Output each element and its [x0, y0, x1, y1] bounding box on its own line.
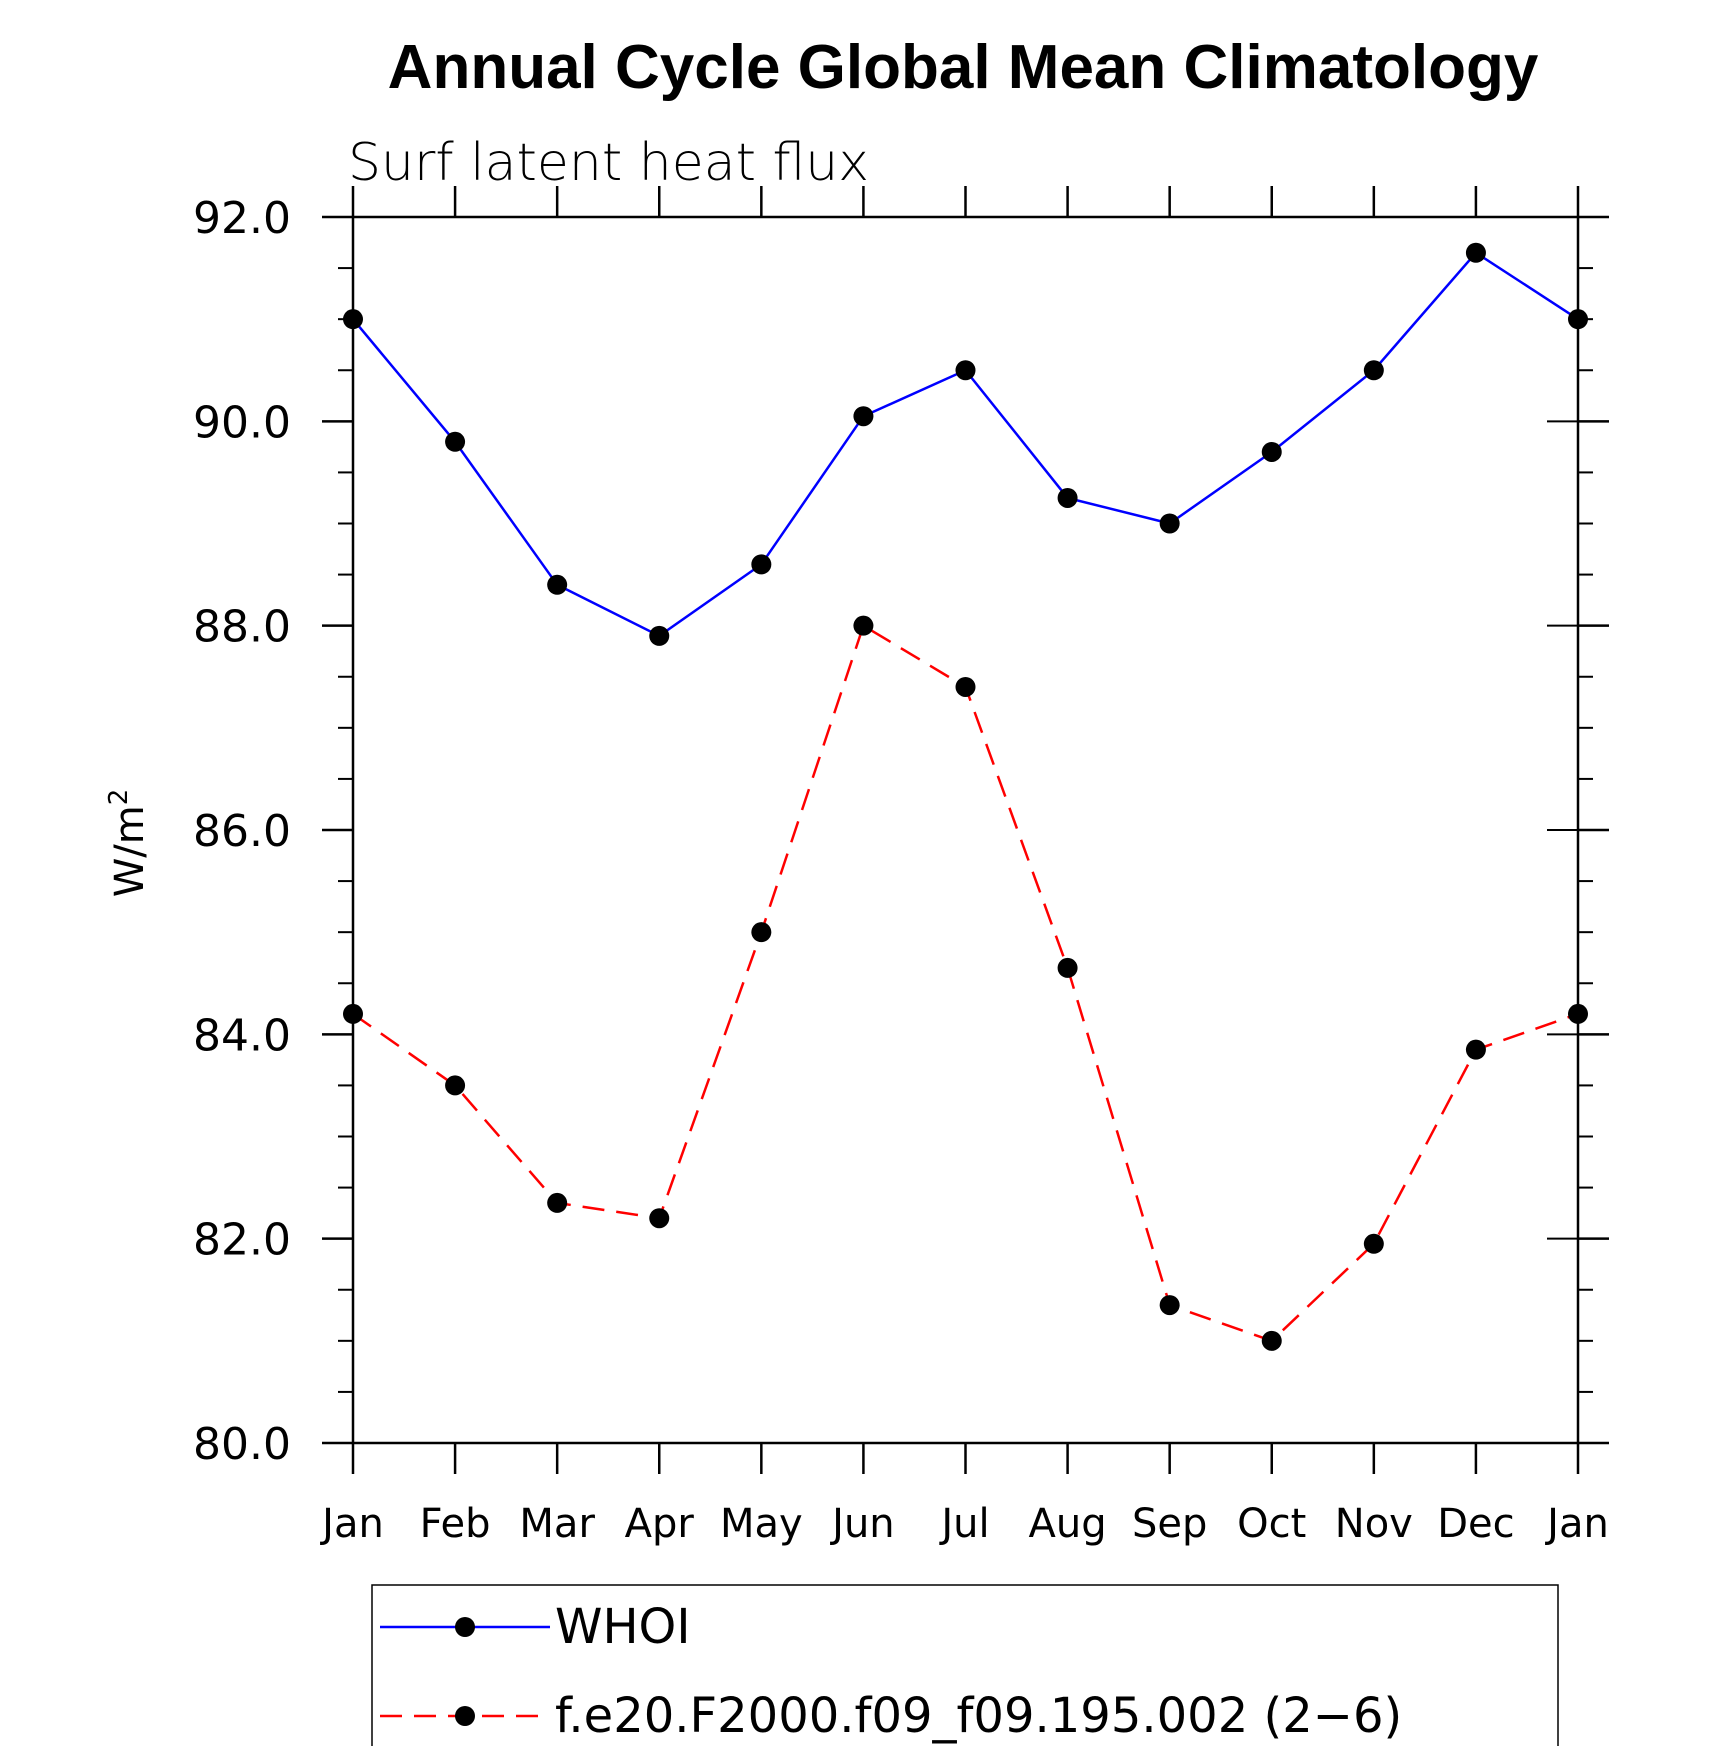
- x-tick-label: Sep: [1132, 1501, 1207, 1547]
- axes: Jan Feb Mar Apr May Jun Jul Aug Sep Oct Nov Dec Jan 8…: [104, 186, 1609, 1547]
- data-point: [1057, 957, 1078, 978]
- legend-label-1: WHOI: [555, 1599, 691, 1655]
- y-axis-label: W/m2: [104, 789, 153, 898]
- data-point: [853, 615, 874, 636]
- data-point: [343, 309, 363, 330]
- x-tick-label: Oct: [1237, 1501, 1306, 1547]
- x-tick-label: Feb: [420, 1501, 491, 1547]
- data-point: [343, 1003, 363, 1024]
- y-tick-label: 90.0: [193, 397, 291, 448]
- x-tick-label: Apr: [625, 1501, 695, 1547]
- data-point: [955, 676, 976, 697]
- data-point: [547, 1192, 568, 1213]
- x-tick-label: Jan: [319, 1501, 384, 1547]
- data-point: [1465, 242, 1486, 263]
- plot-series: [343, 242, 1588, 1351]
- data-point: [1261, 441, 1282, 462]
- series-line-2: [352, 623, 1579, 1343]
- data-point: [1568, 1003, 1588, 1024]
- legend-marker-1: [455, 1617, 475, 1637]
- data-point: [751, 554, 772, 575]
- x-tick-label: May: [720, 1501, 803, 1547]
- x-tick-label: Mar: [519, 1501, 595, 1547]
- data-point: [1159, 513, 1180, 534]
- x-tick-label: Nov: [1335, 1501, 1413, 1547]
- plot-frame: [351, 215, 1580, 1445]
- data-point: [853, 406, 874, 427]
- x-tick-label: Jun: [829, 1501, 895, 1547]
- x-tick-label: Aug: [1029, 1501, 1107, 1547]
- series-line-1: [352, 251, 1579, 638]
- legend-label-2: f.e20.F2000.f09_f09.195.002 (2−6): [555, 1688, 1402, 1744]
- y-tick-label: 86.0: [193, 806, 291, 857]
- x-tick-label: Jan: [1544, 1501, 1609, 1547]
- legend: WHOI f.e20.F2000.f09_f09.195.002 (2−6): [371, 1584, 1559, 1746]
- data-point: [751, 922, 772, 943]
- data-point: [1363, 360, 1384, 381]
- data-point: [1261, 1330, 1282, 1351]
- data-point: [1057, 487, 1078, 508]
- data-point: [547, 574, 568, 595]
- x-tick-label: Dec: [1437, 1501, 1514, 1547]
- data-point: [1568, 309, 1588, 330]
- x-tick-label: Jul: [938, 1501, 989, 1547]
- y-tick-label: 84.0: [193, 1010, 291, 1061]
- data-point: [1363, 1233, 1384, 1254]
- y-tick-label: 80.0: [193, 1419, 291, 1470]
- data-point: [445, 1075, 466, 1096]
- y-tick-label: 82.0: [193, 1215, 291, 1266]
- legend-marker-2: [455, 1706, 475, 1726]
- data-point: [1465, 1039, 1486, 1060]
- data-point: [955, 360, 976, 381]
- chart-title: Annual Cycle Global Mean Climatology: [388, 33, 1539, 102]
- data-point: [649, 1208, 670, 1229]
- data-point: [1159, 1295, 1180, 1316]
- chart-subtitle: Surf latent heat flux: [348, 133, 869, 193]
- y-tick-label: 92.0: [193, 193, 291, 244]
- data-point: [649, 625, 670, 646]
- y-tick-label: 88.0: [193, 602, 291, 653]
- data-point: [445, 431, 466, 452]
- legend-box: [371, 1584, 1559, 1746]
